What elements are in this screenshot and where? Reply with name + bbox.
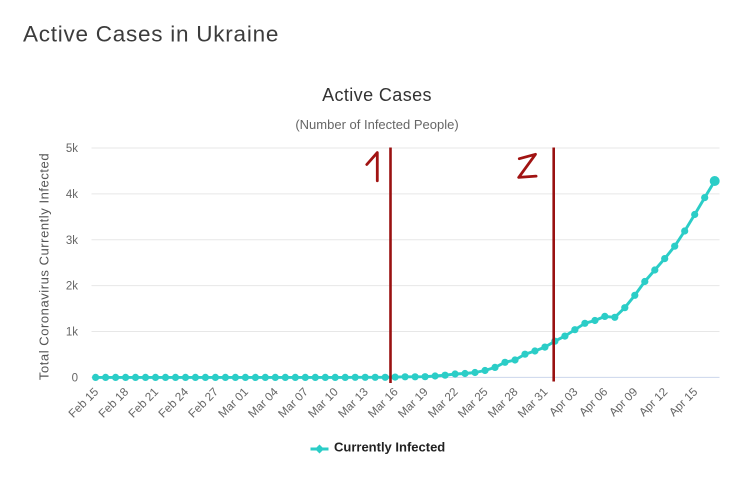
svg-text:2k: 2k [66, 281, 78, 293]
svg-text:3k: 3k [66, 235, 78, 247]
svg-text:5k: 5k [66, 143, 78, 155]
svg-text:Active Cases: Active Cases [322, 85, 432, 105]
svg-text:Currently Infected: Currently Infected [334, 440, 445, 455]
svg-text:4k: 4k [66, 189, 78, 201]
svg-text:1k: 1k [66, 327, 78, 339]
svg-text:Total Coronavirus Currently In: Total Coronavirus Currently Infected [37, 153, 52, 380]
svg-text:0: 0 [72, 372, 78, 384]
svg-text:Active Cases in Ukraine: Active Cases in Ukraine [23, 22, 279, 47]
svg-text:(Number of Infected People): (Number of Infected People) [295, 117, 458, 132]
